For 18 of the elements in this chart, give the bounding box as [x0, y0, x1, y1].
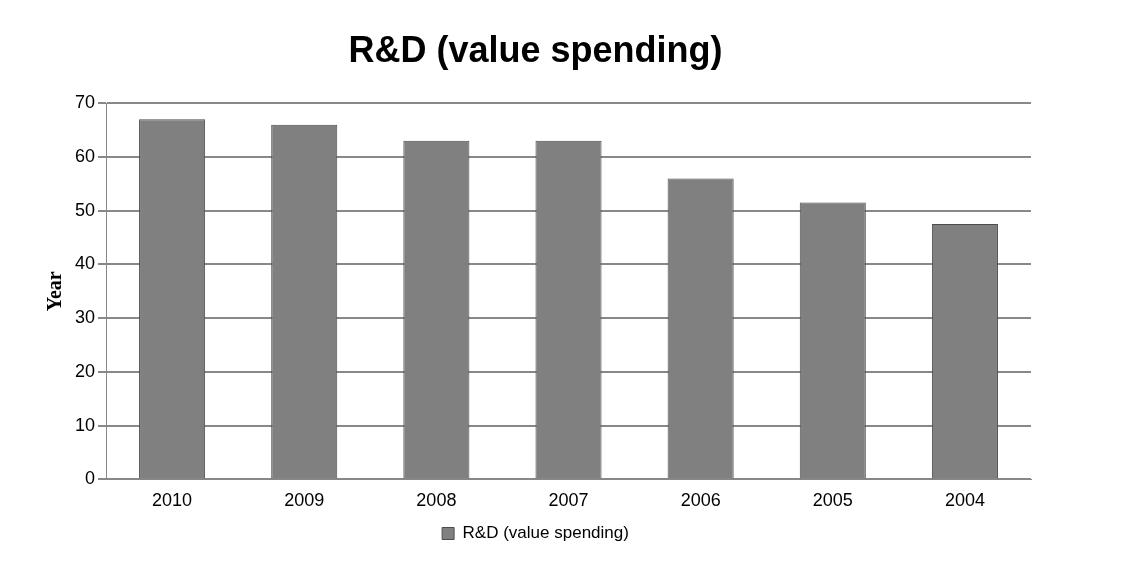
chart-title: R&D (value spending) [348, 28, 723, 70]
x-tick-label: 2010 [152, 490, 193, 511]
x-tick-label: 2009 [284, 490, 325, 511]
x-tick-label: 2004 [944, 490, 985, 511]
y-tick-label: 0 [85, 468, 96, 489]
x-tick-label: 2007 [548, 490, 589, 511]
legend-label: R&D (value spending) [462, 523, 629, 543]
y-axis-title: Year [43, 271, 66, 312]
x-tick-label: 2008 [416, 490, 457, 511]
y-tick-label: 40 [74, 253, 96, 274]
y-tick-label: 70 [74, 92, 96, 113]
y-tick-label: 60 [74, 145, 96, 166]
y-tick-label: 10 [74, 414, 96, 435]
y-tick-label: 20 [74, 360, 96, 381]
x-tick-label: 2005 [812, 490, 853, 511]
y-tick-label: 50 [74, 199, 96, 220]
x-tick-label: 2006 [680, 490, 721, 511]
y-tick-label: 30 [74, 307, 96, 328]
